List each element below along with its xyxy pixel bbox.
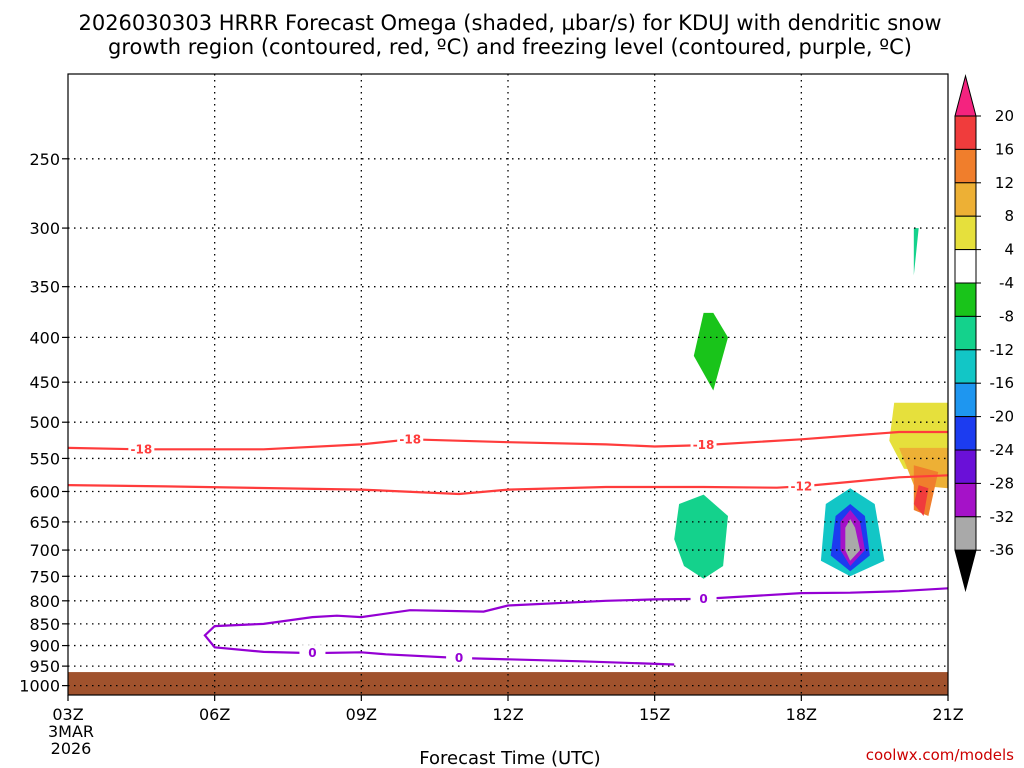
omega-shading-layer [131,158,948,669]
colorbar-bottom-arrow [954,549,977,593]
y-tick-label-350: 350 [29,278,60,297]
colorbar-legend: 20 16 12 8 4 -4 -8 -12 -16 -20 -24 -28 -32 -36 [954,74,1015,593]
dgz-contour-minus12-label-bg-0 [788,478,815,494]
colorbar-box-0 [954,115,977,150]
freezing-level-contour-label-bg-2 [299,645,326,661]
omega-region-4-5 [820,588,875,601]
colorbar-label-2: 12 [995,174,1014,192]
x-tick-label-18Z: 18Z [786,705,817,724]
colorbar-box-2 [954,182,977,217]
below-ground-fill [68,672,948,695]
omega-region--12-0 [674,494,728,579]
colorbar-box-3 [954,215,977,251]
colorbar-label-7: -12 [990,341,1015,359]
dgz-contour-minus12-label-0: -12 [790,479,812,493]
omega-region-4-0 [263,158,337,316]
y-tick-label-700: 700 [29,541,60,560]
omega-region-4-1 [131,547,196,584]
dgz-contour-minus18-label-bg-1 [397,431,424,447]
omega-region--4-0 [644,195,680,265]
colorbar-label-5: -4 [999,274,1014,292]
colorbar-label-12: -32 [990,508,1015,526]
freezing-level-contour [203,587,949,666]
dgz-contour-minus18-label-1: -18 [399,432,421,446]
colorbar-label-8: -16 [990,374,1015,392]
y-tick-label-550: 550 [29,449,60,468]
freezing-level-contour-label-2: 0 [308,646,316,660]
freezing-level-contour-label-bg-1 [690,590,717,606]
omega-region--4-3 [899,614,948,669]
x-axis-title: Forecast Time (UTC) [419,748,600,768]
chart-title-line2: growth region (contoured, red, ºC) and f… [108,35,912,59]
colorbar-box-8 [954,382,977,418]
y-tick-label-400: 400 [29,328,60,347]
dgz-contour-minus18-label-2: -18 [693,438,715,452]
x-tick-label-06Z: 06Z [199,705,230,724]
y-tick-label-950: 950 [29,657,60,676]
y-axis: 250 300 350 400 450 500 550 600 650 700 750 800 850 9… [19,150,68,696]
omega-region-4-2 [596,373,655,489]
omega-region--12-1 [913,228,919,276]
x-tick-label-15Z: 15Z [639,705,670,724]
colorbar-box-10 [954,449,977,484]
dgz-contour-minus18-label-0: -18 [130,442,152,456]
freezing-level-contour-label-0: 0 [455,651,463,665]
colorbar-box-7 [954,349,977,384]
colorbar-box-1 [954,148,977,184]
colorbar-label-4: 4 [1004,241,1014,259]
y-tick-label-450: 450 [29,373,60,392]
omega-region-20-0 [913,485,929,516]
colorbar-box-9 [954,416,977,451]
plot-frame [67,73,949,696]
omega-region--8-0 [693,312,728,391]
source-credit: coolwx.com/models [866,746,1014,764]
x-tick-label-12Z: 12Z [492,705,523,724]
y-tick-label-250: 250 [29,150,60,169]
colorbar-label-3: 8 [1004,207,1014,225]
y-tick-label-750: 750 [29,567,60,586]
dgz-contour-minus18-label-bg-2 [690,437,717,453]
y-tick-label-300: 300 [29,219,60,238]
chart-title-line1: 2026030303 HRRR Forecast Omega (shaded, … [78,11,941,35]
colorbar-label-13: -36 [990,541,1015,559]
x-date-label-month: 3MAR [48,722,94,741]
x-date-label-year: 2026 [51,739,92,758]
colorbar-box-4 [954,249,977,284]
colorbar-top-arrow [954,74,977,117]
colorbar-label-10: -24 [990,441,1015,459]
x-tick-label-03Z: 03Z [52,705,83,724]
colorbar-label-6: -8 [999,307,1014,325]
x-tick-label-09Z: 09Z [346,705,377,724]
y-tick-label-850: 850 [29,615,60,634]
y-tick-label-600: 600 [29,482,60,501]
y-tick-label-1000: 1000 [19,677,60,696]
omega-region--4-1 [879,158,919,318]
y-tick-label-800: 800 [29,592,60,611]
colorbar-label-9: -20 [990,408,1015,426]
colorbar-box-5 [954,282,977,317]
colorbar-label-1: 16 [995,140,1014,158]
dgz-contour-minus12 [67,474,949,496]
y-tick-label-650: 650 [29,513,60,532]
x-tick-label-21Z: 21Z [932,705,963,724]
y-tick-label-500: 500 [29,413,60,432]
colorbar-box-6 [954,315,977,351]
y-tick-label-900: 900 [29,637,60,656]
dgz-contour-minus18-label-bg-0 [128,441,155,457]
freezing-level-contour-label-1: 0 [699,592,707,606]
freezing-level-contour-label-bg-0 [446,650,473,666]
contour-lines: -18 -18 -18 -12 0 0 0 [67,430,949,666]
colorbar-box-12 [954,516,977,551]
colorbar-label-11: -28 [990,474,1015,492]
dgz-contour-minus18 [67,430,948,451]
colorbar-box-11 [954,482,977,518]
colorbar-label-0: 20 [995,107,1014,125]
x-axis: 03Z 06Z 09Z 12Z 15Z 18Z 21Z [52,695,964,724]
grid-lines [68,74,948,695]
